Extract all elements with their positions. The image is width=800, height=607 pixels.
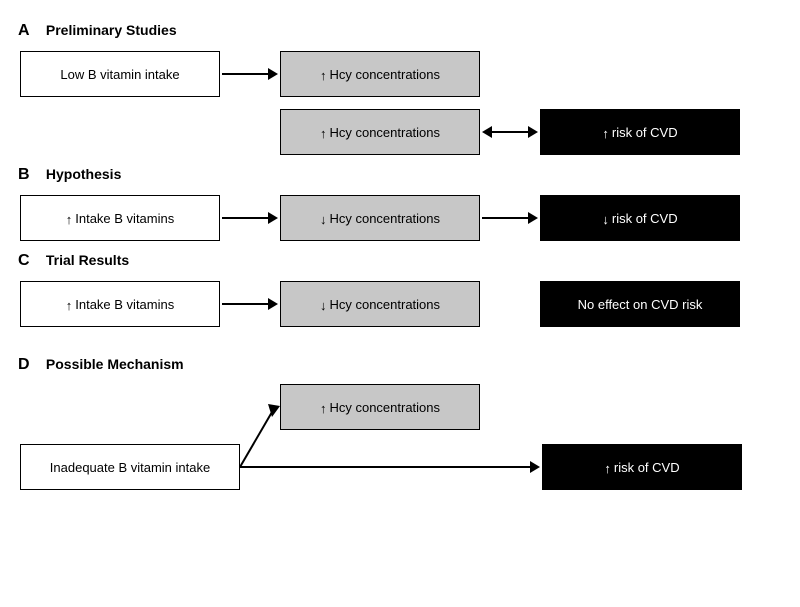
box-b-gray: ↓ Hcy concentrations [280,195,480,241]
up-arrow-icon: ↑ [66,212,73,227]
box-d-black: ↑ risk of CVD [542,444,742,490]
box-d-white-text: Inadequate B vitamin intake [50,460,210,475]
box-d-white: Inadequate B vitamin intake [20,444,240,490]
arrow-b2 [480,208,540,228]
down-arrow-icon: ↓ [320,212,327,227]
arrow-b1 [220,208,280,228]
box-d-gray-text: Hcy concentrations [329,400,440,415]
box-b-white-text: Intake B vitamins [75,211,174,226]
box-d-black-text: risk of CVD [614,460,680,475]
box-a1-gray: ↑ Hcy concentrations [280,51,480,97]
arrow-a1 [220,64,280,84]
box-c-white-text: Intake B vitamins [75,297,174,312]
box-b-gray-text: Hcy concentrations [329,211,440,226]
double-arrow-icon [480,122,540,142]
up-arrow-icon: ↑ [320,401,327,416]
up-arrow-icon: ↑ [320,126,327,141]
box-b-white: ↑ Intake B vitamins [20,195,220,241]
up-arrow-icon: ↑ [320,68,327,83]
panel-d-layout: ↑ Hcy concentrations Inadequate B vitami… [18,384,782,514]
up-arrow-icon: ↑ [602,126,609,141]
panel-a-letter: A [18,22,42,40]
down-arrow-icon: ↓ [602,212,609,227]
box-c-black: No effect on CVD risk [540,281,740,327]
panel-d-header: D Possible Mechanism [18,356,782,374]
box-a2-gray: ↑ Hcy concentrations [280,109,480,155]
box-c-white: ↑ Intake B vitamins [20,281,220,327]
arrow-right-icon [480,208,540,228]
panel-a-row1: Low B vitamin intake ↑ Hcy concentration… [18,50,782,98]
box-a1-gray-text: Hcy concentrations [329,67,440,82]
panel-b-title: Hypothesis [46,166,121,182]
down-arrow-icon: ↓ [320,298,327,313]
panel-c-header: C Trial Results [18,252,782,270]
up-arrow-icon: ↑ [604,461,611,476]
panel-d-title: Possible Mechanism [46,356,184,372]
panel-c-row1: ↑ Intake B vitamins ↓ Hcy concentrations… [18,280,782,328]
panel-c-letter: C [18,252,42,270]
arrow-d-white-to-black-icon [240,457,542,477]
panel-a-title: Preliminary Studies [46,22,177,38]
box-a2-gray-text: Hcy concentrations [329,125,440,140]
arrow-right-icon [220,64,280,84]
arrow-right-icon [220,208,280,228]
arrow-right-icon [220,294,280,314]
box-c-gray-text: Hcy concentrations [329,297,440,312]
box-d-gray: ↑ Hcy concentrations [280,384,480,430]
panel-c-title: Trial Results [46,252,129,268]
box-b-black-text: risk of CVD [612,211,678,226]
panel-a-row2: ↑ Hcy concentrations ↑ risk of CVD [18,108,782,156]
panel-b-row1: ↑ Intake B vitamins ↓ Hcy concentrations… [18,194,782,242]
panel-d-letter: D [18,356,42,374]
box-a2-black: ↑ risk of CVD [540,109,740,155]
panel-b-letter: B [18,166,42,184]
box-c-black-text: No effect on CVD risk [578,297,703,312]
box-a1-white: Low B vitamin intake [20,51,220,97]
box-a2-black-text: risk of CVD [612,125,678,140]
box-a1-white-text: Low B vitamin intake [60,67,179,82]
box-c-gray: ↓ Hcy concentrations [280,281,480,327]
panel-a-header: A Preliminary Studies [18,22,782,40]
box-b-black: ↓ risk of CVD [540,195,740,241]
arrow-a2 [480,122,540,142]
arrow-c1 [220,294,280,314]
panel-b-header: B Hypothesis [18,166,782,184]
up-arrow-icon: ↑ [66,298,73,313]
